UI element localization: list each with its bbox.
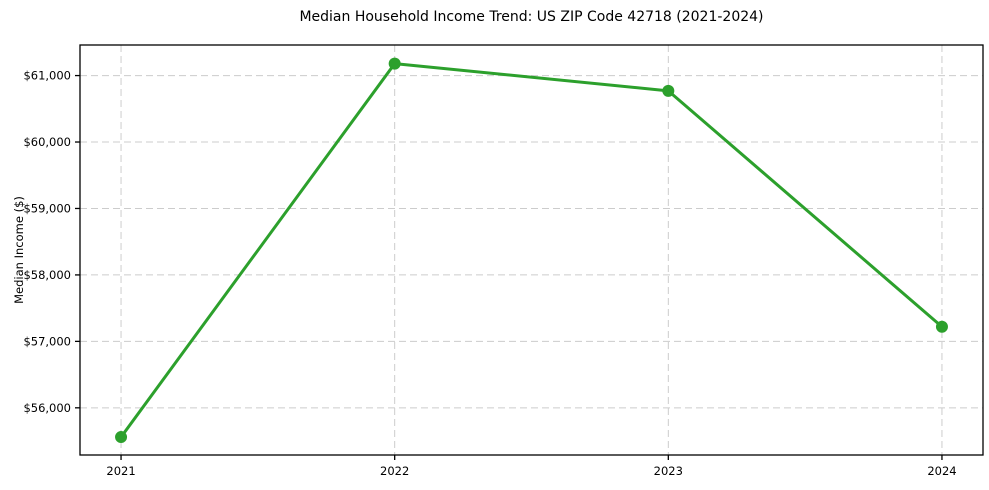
y-tick-label: $59,000	[23, 201, 71, 215]
y-axis-label: Median Income ($)	[12, 196, 26, 304]
data-point-marker	[935, 320, 948, 333]
plot-border	[79, 44, 984, 456]
x-tick-label: 2021	[106, 464, 135, 478]
data-point-marker	[115, 431, 128, 444]
y-tick-label: $57,000	[23, 334, 71, 348]
data-point-marker	[662, 84, 675, 97]
x-tick-label: 2022	[380, 464, 409, 478]
income-trend-line	[119, 62, 944, 439]
y-tick-label: $61,000	[23, 69, 71, 83]
y-tick-label: $58,000	[23, 268, 71, 282]
y-tick-label: $60,000	[23, 135, 71, 149]
x-tick-label: 2024	[927, 464, 956, 478]
x-tick-label: 2023	[654, 464, 683, 478]
data-point-marker	[388, 57, 401, 70]
chart-title: Median Household Income Trend: US ZIP Co…	[299, 9, 764, 25]
y-tick-label: $56,000	[23, 401, 71, 415]
